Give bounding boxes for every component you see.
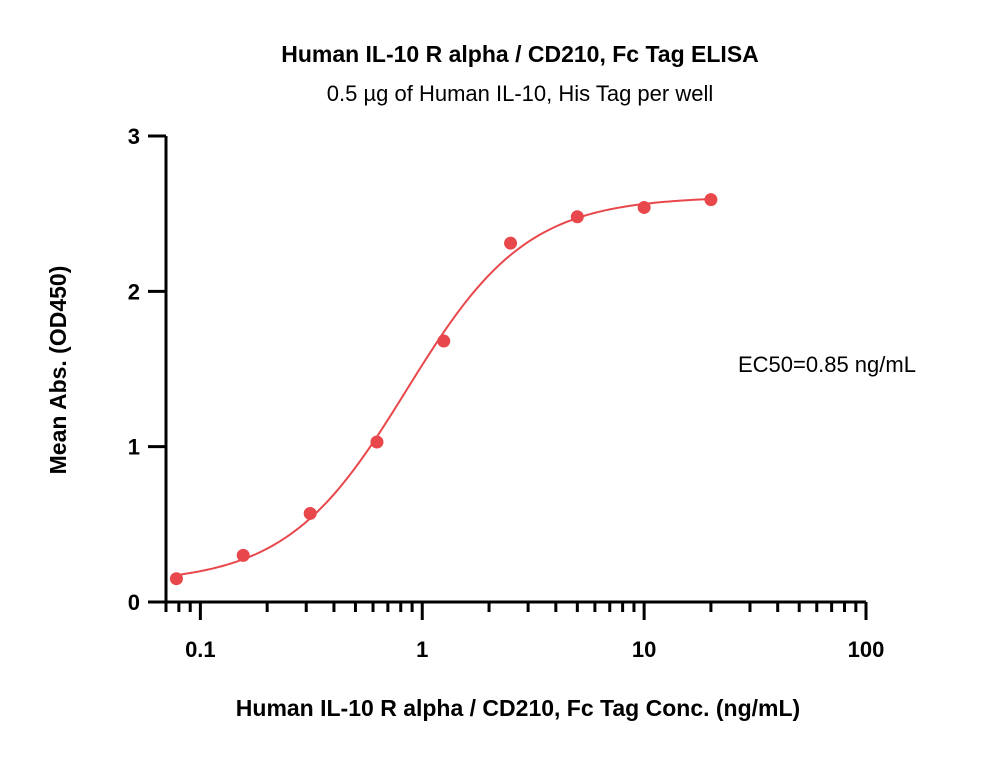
y-tick-label: 2 [128,279,140,304]
x-tick-labels: 0.1 1 10 100 [185,637,884,662]
y-tick-label: 1 [128,435,140,460]
data-point [570,210,584,224]
x-tick-label: 100 [848,637,885,662]
y-tick-label: 0 [128,590,140,615]
data-point [303,506,317,520]
y-tick-labels: 0 1 2 3 [128,124,140,615]
data-point [370,435,384,449]
y-tick-label: 3 [128,124,140,149]
x-tick-label: 0.1 [185,637,216,662]
y-ticks [148,134,166,604]
chart-subtitle: 0.5 µg of Human IL-10, His Tag per well [327,81,713,106]
data-point [169,572,183,586]
y-axis-title: Mean Abs. (OD450) [45,266,71,475]
x-axis-title: Human IL-10 R alpha / CD210, Fc Tag Conc… [236,695,800,721]
data-point [637,200,651,214]
fit-curve [172,198,711,577]
data-point [236,548,250,562]
x-tick-label: 10 [632,637,656,662]
ec50-annotation: EC50=0.85 ng/mL [738,352,916,377]
x-ticks [164,602,868,620]
chart-title: Human IL-10 R alpha / CD210, Fc Tag ELIS… [281,41,759,67]
data-point [504,236,518,250]
data-point [704,193,718,207]
data-points [169,193,718,586]
data-point [437,334,451,348]
x-tick-label: 1 [416,637,428,662]
